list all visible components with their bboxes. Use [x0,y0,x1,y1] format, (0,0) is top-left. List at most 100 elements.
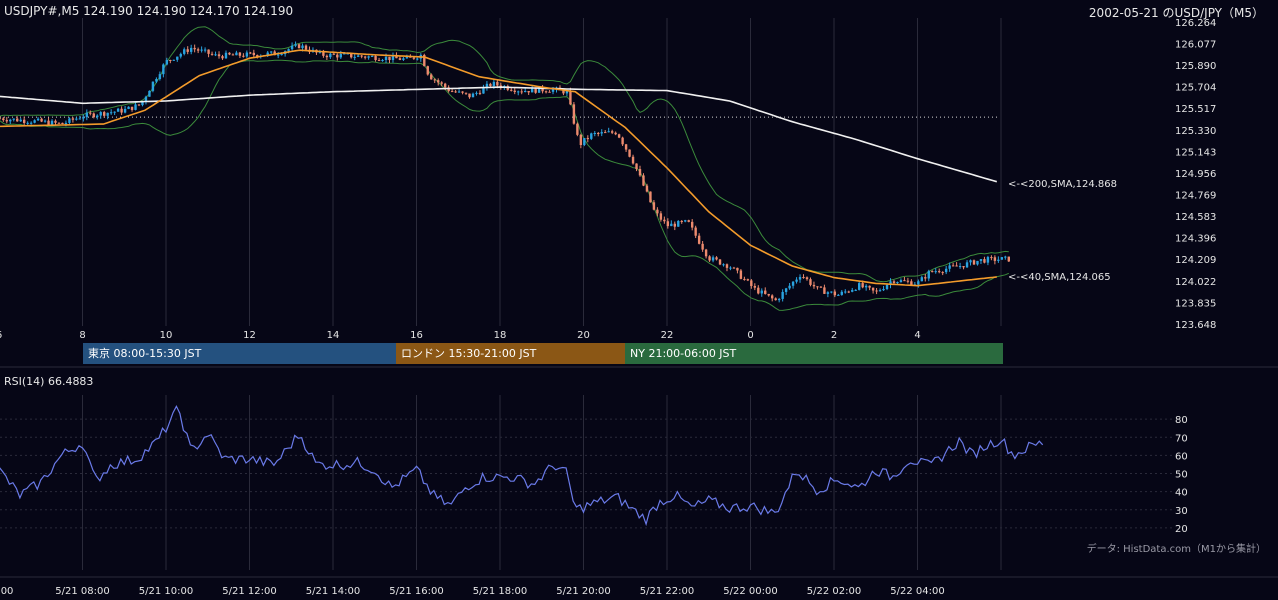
candle-body [823,287,826,294]
candle-body [715,257,718,260]
candle-body [370,56,374,58]
sma200-line [0,86,998,183]
candle-body [694,227,697,236]
candle-body [791,281,795,286]
candle-body [882,288,885,291]
candle-body [938,271,941,273]
candle-body [33,120,36,123]
candle-body [666,221,670,227]
candle-body [725,264,729,268]
candle-body [840,291,843,295]
candle-body [356,55,360,57]
candle-body [210,53,214,55]
candle-body [722,264,725,266]
candle-body [864,285,868,288]
candle-body [367,56,370,58]
price-x-tick-label: 12 [243,330,256,341]
rsi-tick-label: 50 [1175,470,1188,481]
candle-body [878,290,882,292]
candle-body [183,49,186,54]
candle-body [276,54,280,56]
candle-body [854,289,857,291]
chart-title: 2002-05-21 のUSD/JPY（M5） [1088,6,1264,20]
candle-body [844,291,847,293]
candle-body [572,104,576,124]
candle-body [645,185,649,192]
candle-body [708,256,711,261]
candle-body [71,118,75,120]
candle-body [61,122,64,125]
candle-body [443,83,447,88]
candle-body [697,235,701,244]
candle-body [1004,256,1007,258]
candle-body [920,277,924,282]
candle-body [983,259,986,263]
candle-body [0,118,2,120]
price-tick-label: 125.143 [1175,147,1216,158]
candle-body [562,89,565,94]
price-tick-label: 123.648 [1175,320,1216,331]
candle-body [496,81,499,86]
candle-body [520,91,523,93]
candle-body [510,89,513,91]
candle-body [155,79,158,82]
candle-body [523,91,527,93]
candle-body [47,120,50,126]
candle-body [350,53,353,58]
candle-body [833,291,837,296]
candle-body [329,53,332,58]
candle-body [830,291,833,293]
rsi-x-tick-label: 5/21 20:00 [556,586,610,597]
candle-body [569,90,572,105]
candle-body [346,53,349,55]
candle-body [1007,256,1010,262]
candle-body [238,52,242,56]
candle-body [711,257,715,261]
candle-body [781,291,784,299]
price-x-tick-label: 6 [0,330,2,341]
candle-body [892,281,896,283]
candle-body [322,51,325,56]
candle-body [635,163,638,170]
candle-body [649,191,652,203]
candle-body [266,52,269,56]
candle-body [537,86,541,93]
candle-body [819,286,823,288]
candle-body [176,56,179,60]
candle-body [885,284,889,289]
candle-body [92,113,95,118]
candle-body [701,243,704,250]
rsi-x-tick-label: 5/22 00:00 [723,586,777,597]
candle-body [203,49,207,51]
candle-body [193,47,196,50]
candle-body [677,220,680,227]
candle-body [189,47,193,52]
price-x-tick-label: 20 [577,330,590,341]
candle-body [875,290,878,292]
candle-body [802,277,805,279]
candle-body [318,51,322,53]
candle-body [353,56,356,58]
candle-body [437,80,440,83]
candle-body [492,81,496,86]
candle-body [398,58,402,60]
candle-body [990,257,993,259]
rsi-tick-label: 30 [1175,506,1188,517]
candle-body [12,118,15,120]
candle-body [631,156,635,164]
candle-body [652,202,656,210]
candle-body [207,49,210,54]
candle-body [673,223,676,227]
candle-body [141,101,144,106]
candle-body [718,259,722,265]
candle-body [148,90,151,97]
candle-body [68,118,71,123]
candle-body [857,283,861,290]
candle-body [377,60,381,62]
candle-body [993,257,997,261]
candle-body [426,66,429,75]
candle-body [951,265,955,267]
candle-body [656,209,659,214]
candle-body [809,279,812,285]
candle-body [931,271,934,273]
